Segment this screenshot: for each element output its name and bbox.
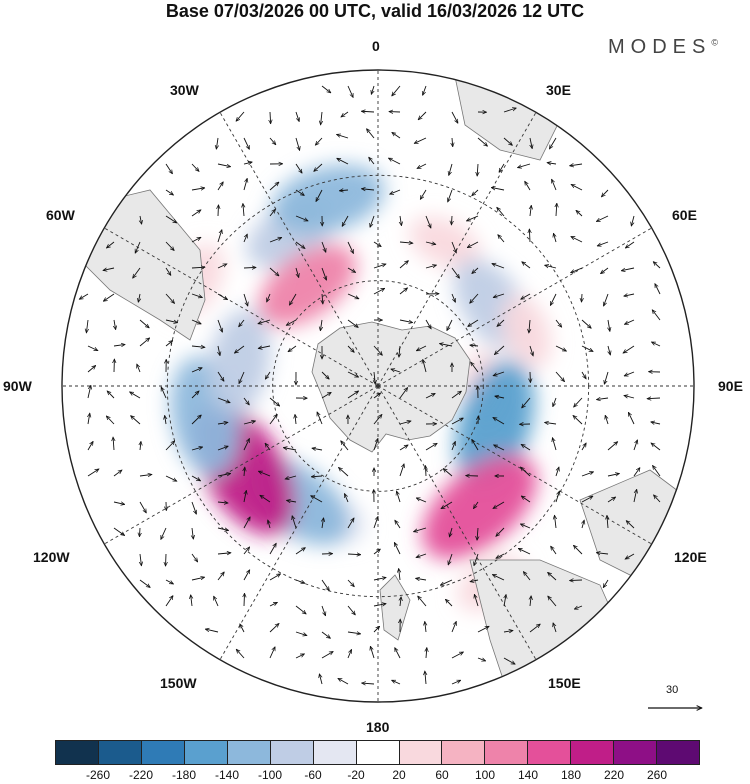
- colorbar-bin-9: [442, 741, 485, 764]
- label-lon-60e: 60E: [672, 207, 697, 223]
- colorbar: [55, 740, 700, 765]
- colorbar-tick-label: -180: [164, 768, 204, 782]
- colorbar-bin-5: [271, 741, 314, 764]
- colorbar-tick-label: -220: [121, 768, 161, 782]
- wind-vector: [570, 580, 582, 581]
- colorbar-tick-label: 180: [551, 768, 591, 782]
- colorbar-tick-label: -100: [250, 768, 290, 782]
- colorbar-tick-label: -20: [336, 768, 376, 782]
- polar-map: [0, 0, 750, 735]
- colorbar-bin-1: [99, 741, 142, 764]
- label-lon-30e: 30E: [546, 82, 571, 98]
- colorbar-tick-label: -60: [293, 768, 333, 782]
- label-lon-150e: 150E: [548, 675, 581, 691]
- colorbar-bin-4: [228, 741, 271, 764]
- colorbar-tick-label: 20: [379, 768, 419, 782]
- colorbar-bin-11: [528, 741, 571, 764]
- colorbar-bin-3: [185, 741, 228, 764]
- label-lon-150w: 150W: [160, 675, 197, 691]
- colorbar-bin-12: [571, 741, 614, 764]
- wind-vector: [425, 466, 426, 476]
- colorbar-tick-label: 260: [637, 768, 677, 782]
- colorbar-bin-6: [314, 741, 357, 764]
- wind-vector: [451, 216, 452, 225]
- label-lon-60w: 60W: [46, 207, 75, 223]
- label-lon-0: 0: [372, 38, 380, 54]
- label-lon-90w: 90W: [3, 378, 32, 394]
- label-lon-90e: 90E: [718, 378, 743, 394]
- colorbar-bin-7: [357, 741, 400, 764]
- reference-vector-arrow: [646, 688, 706, 718]
- label-lon-180: 180: [366, 719, 389, 735]
- colorbar-tick-label: -260: [78, 768, 118, 782]
- wind-vector: [529, 229, 530, 242]
- wind-vector: [581, 294, 582, 302]
- wind-vector: [139, 528, 140, 537]
- wind-vector: [244, 593, 245, 606]
- colorbar-tick-label: 140: [508, 768, 548, 782]
- colorbar-bin-2: [142, 741, 185, 764]
- colorbar-bin-8: [400, 741, 443, 764]
- colorbar-bin-13: [614, 741, 657, 764]
- colorbar-tick-label: -140: [207, 768, 247, 782]
- wind-vector: [270, 112, 271, 124]
- colorbar-tick-label: 220: [594, 768, 634, 782]
- label-lon-120e: 120E: [674, 549, 707, 565]
- colorbar-tick-label: 100: [465, 768, 505, 782]
- label-lon-120w: 120W: [33, 549, 70, 565]
- colorbar-bin-0: [56, 741, 99, 764]
- wind-vector: [244, 267, 256, 268]
- colorbar-tick-label: 60: [422, 768, 462, 782]
- colorbar-bin-14: [657, 741, 699, 764]
- label-lon-30w: 30W: [170, 82, 199, 98]
- colorbar-bin-10: [485, 741, 528, 764]
